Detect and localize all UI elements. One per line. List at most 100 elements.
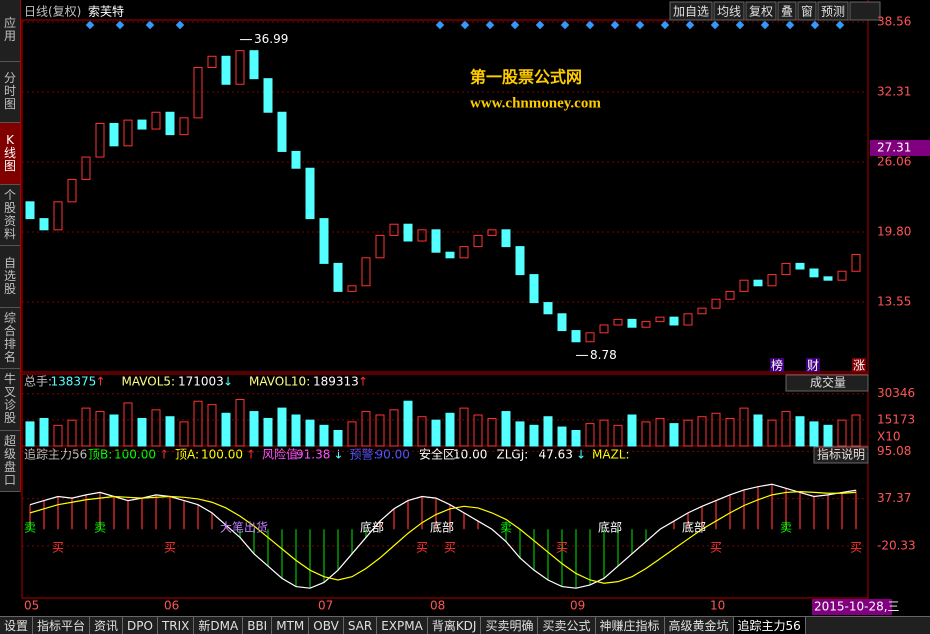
toolbar-button[interactable] <box>849 1 881 21</box>
volume-item-value: 189313 <box>313 375 359 389</box>
volume-bar <box>165 416 175 447</box>
signal-label: 底部 <box>598 520 622 535</box>
volume-item-name: MAVOL5: <box>122 375 176 389</box>
volume-bar <box>151 409 161 447</box>
toolbar-button[interactable] <box>817 1 849 21</box>
indicator-tab[interactable]: OBV <box>309 617 344 634</box>
volume-button-label: 成交量 <box>810 375 846 390</box>
volume-bar <box>53 424 63 447</box>
indicator-item-name: 风险值: <box>262 447 302 462</box>
volume-bar <box>683 419 693 447</box>
indicator-tab[interactable]: BBI <box>243 617 273 634</box>
volume-item-value: 171003 <box>178 375 224 389</box>
volume-bar <box>403 400 413 447</box>
volume-bar <box>375 414 385 447</box>
volume-bar <box>25 421 35 447</box>
toolbar-button[interactable] <box>777 1 797 21</box>
candle <box>725 290 735 300</box>
indicator-tab[interactable]: 资讯 <box>90 617 124 634</box>
indicator-tab[interactable]: 背离KDJ <box>428 617 482 634</box>
x-tick-label: 07 <box>318 599 333 613</box>
volume-bar <box>95 411 105 447</box>
toolbar-button[interactable] <box>669 1 713 21</box>
toolbar-label: 均线 <box>717 5 741 19</box>
side-tab[interactable]: 分时图 <box>0 61 20 123</box>
volume-bar <box>137 417 147 447</box>
volume-bar <box>109 414 119 447</box>
indicator-tab[interactable]: TRIX <box>158 617 195 634</box>
signal-label: 大笔出货 <box>220 520 268 535</box>
y-tick-label: 13.55 <box>877 295 911 309</box>
volume-item-value: 138375 <box>51 375 97 389</box>
volume-bar <box>431 419 441 447</box>
candle <box>781 262 791 276</box>
volume-bar <box>669 423 679 447</box>
signal-label: 卖 <box>500 521 512 535</box>
indicator-tab[interactable]: 高级黄金坑 <box>665 617 734 634</box>
candle <box>95 122 105 158</box>
toolbar-label: 加自选 <box>673 5 709 19</box>
toolbar-button[interactable] <box>713 1 745 21</box>
indicator-tab[interactable]: SAR <box>344 617 378 634</box>
date-box <box>812 599 892 615</box>
price-panel <box>21 19 869 373</box>
signal-label: 买 <box>444 541 456 555</box>
signal-label: 买 <box>416 541 428 555</box>
candle <box>193 66 203 119</box>
indicator-tab[interactable]: DPO <box>123 617 158 634</box>
indicator-tab[interactable]: MTM <box>272 617 310 634</box>
indicator-tab[interactable]: 追踪主力56 <box>733 617 806 634</box>
volume-bar <box>319 424 329 447</box>
indicator-tab[interactable]: 神赚庄指标 <box>596 617 665 634</box>
candle <box>53 201 63 231</box>
candle <box>655 316 665 323</box>
indicator-tab[interactable]: EXPMA <box>377 617 428 634</box>
indicator-tab[interactable]: 买卖明确 <box>481 617 539 634</box>
indicator-tab[interactable]: 新DMA <box>194 617 244 634</box>
toolbar-label: 叠 <box>781 5 793 19</box>
candle <box>515 246 525 276</box>
volume-bar <box>725 417 735 447</box>
volume-bar <box>767 419 777 447</box>
watermark-url: www.chnmoney.com <box>470 95 601 111</box>
side-tab[interactable]: K线图 <box>0 123 20 185</box>
candle <box>179 117 189 136</box>
volume-bar <box>221 412 231 447</box>
indicator-item-name: 顶A: <box>175 448 199 462</box>
toolbar-label: 复权 <box>749 5 773 19</box>
side-tab[interactable]: 应用 <box>0 0 20 62</box>
volume-bar <box>557 426 567 447</box>
date-label: 2015-10-28,三 <box>814 600 900 614</box>
stock-name: 索芙特 <box>88 4 124 19</box>
indicator-item-name: 安全区: <box>419 447 459 462</box>
indicator-tab[interactable]: 指标平台 <box>33 617 91 634</box>
candle <box>767 274 777 287</box>
toolbar-label: 窗 <box>801 5 813 19</box>
candle <box>319 218 329 264</box>
volume-bar <box>781 411 791 447</box>
signal-diamond <box>435 20 445 30</box>
side-tab[interactable]: 牛叉诊股 <box>0 369 20 431</box>
candle <box>711 298 721 309</box>
extreme-label: 36.99 <box>254 32 288 46</box>
side-tab[interactable]: 综合排名 <box>0 307 20 369</box>
toolbar-button[interactable] <box>797 1 817 21</box>
candle <box>417 229 427 242</box>
volume-bar <box>571 430 581 447</box>
candle <box>529 274 539 304</box>
volume-bar <box>207 404 217 447</box>
indicator-tab[interactable]: 买卖公式 <box>538 617 596 634</box>
toolbar-button[interactable] <box>745 1 777 21</box>
volume-bar <box>67 419 77 447</box>
volume-bar <box>809 421 819 447</box>
volume-bar <box>487 417 497 447</box>
sidebar: 应用 分时图 K线图 个股资料 自选股 综合排名 牛叉诊股 超级盘口 <box>0 0 21 492</box>
indicator-tab[interactable]: 设置 <box>0 617 34 634</box>
side-tab[interactable]: 自选股 <box>0 246 20 308</box>
side-tab[interactable]: 超级盘口 <box>0 430 20 492</box>
signal-label: 卖 <box>780 521 792 535</box>
volume-button[interactable] <box>785 374 869 392</box>
candle <box>39 218 49 231</box>
candle <box>459 246 469 259</box>
side-tab[interactable]: 个股资料 <box>0 184 20 246</box>
